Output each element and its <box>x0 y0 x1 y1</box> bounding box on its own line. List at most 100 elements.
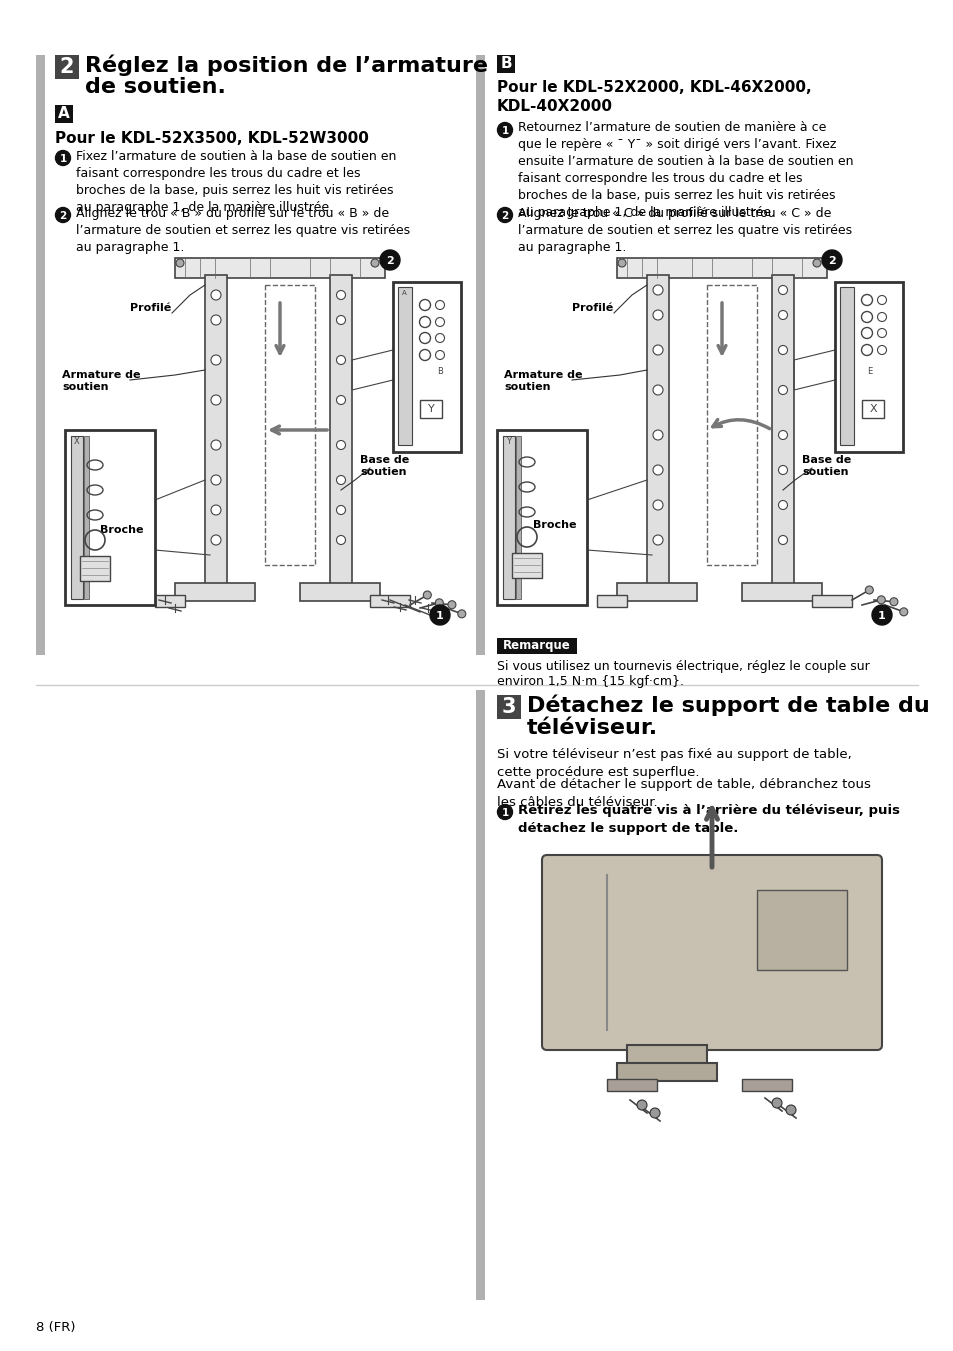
Circle shape <box>652 385 662 394</box>
Bar <box>174 584 254 601</box>
Bar <box>617 1063 717 1081</box>
Circle shape <box>652 500 662 509</box>
Text: KDL-40X2000: KDL-40X2000 <box>497 99 613 113</box>
Circle shape <box>778 385 786 394</box>
Circle shape <box>435 598 443 607</box>
Circle shape <box>211 315 221 326</box>
Circle shape <box>423 590 431 598</box>
Circle shape <box>211 355 221 365</box>
Text: 3: 3 <box>501 697 516 717</box>
Circle shape <box>336 355 345 365</box>
Bar <box>502 436 515 598</box>
Circle shape <box>379 250 399 270</box>
Text: Remarque: Remarque <box>502 639 570 653</box>
Circle shape <box>864 586 872 594</box>
Circle shape <box>336 535 345 544</box>
Bar <box>840 286 853 444</box>
Circle shape <box>778 311 786 319</box>
Text: de soutien.: de soutien. <box>85 77 226 97</box>
Bar <box>476 55 484 655</box>
Text: 1: 1 <box>501 126 508 136</box>
Text: Alignez le trou « C » du profilé sur le trou « C » de
l’armature de soutien et s: Alignez le trou « C » du profilé sur le … <box>517 207 851 254</box>
Text: Armature de
soutien: Armature de soutien <box>62 370 140 392</box>
Circle shape <box>652 309 662 320</box>
Circle shape <box>649 1108 659 1119</box>
Text: A: A <box>401 290 406 296</box>
Circle shape <box>652 285 662 295</box>
Text: Base de
soutien: Base de soutien <box>801 455 850 477</box>
Bar <box>617 258 826 278</box>
Bar <box>299 584 379 601</box>
Circle shape <box>336 396 345 404</box>
Text: Y: Y <box>427 404 434 413</box>
Circle shape <box>778 500 786 509</box>
Circle shape <box>652 345 662 355</box>
Bar <box>512 553 541 578</box>
Text: X: X <box>868 404 876 413</box>
Bar <box>741 584 821 601</box>
Bar <box>834 282 902 453</box>
Circle shape <box>899 608 907 616</box>
Text: B: B <box>436 367 442 377</box>
Bar <box>862 400 883 417</box>
Bar <box>71 436 83 598</box>
Circle shape <box>785 1105 795 1115</box>
Circle shape <box>336 316 345 324</box>
Circle shape <box>448 601 456 609</box>
Circle shape <box>55 208 71 223</box>
Circle shape <box>497 123 512 138</box>
Bar <box>84 436 89 598</box>
Text: 1: 1 <box>59 154 67 163</box>
Circle shape <box>371 259 378 267</box>
Bar <box>741 1079 791 1092</box>
Circle shape <box>771 1098 781 1108</box>
Text: E: E <box>866 367 872 377</box>
Text: 1: 1 <box>877 611 885 621</box>
Circle shape <box>211 505 221 515</box>
Circle shape <box>812 259 821 267</box>
Bar <box>497 55 515 73</box>
Circle shape <box>211 476 221 485</box>
Circle shape <box>211 290 221 300</box>
Circle shape <box>211 535 221 544</box>
Bar <box>65 430 154 605</box>
Text: Fixez l’armature de soutien à la base de soutien en
faisant correspondre les tro: Fixez l’armature de soutien à la base de… <box>76 150 395 213</box>
Text: 2: 2 <box>827 255 835 266</box>
Bar <box>55 105 73 123</box>
Text: Pour le KDL-52X3500, KDL-52W3000: Pour le KDL-52X3500, KDL-52W3000 <box>55 131 369 146</box>
Circle shape <box>652 465 662 476</box>
Circle shape <box>889 597 897 605</box>
Bar <box>36 55 45 655</box>
Bar <box>419 400 441 417</box>
Bar <box>205 276 227 585</box>
Circle shape <box>497 208 512 223</box>
Circle shape <box>652 430 662 440</box>
Bar <box>497 430 586 605</box>
Text: 2: 2 <box>59 211 67 222</box>
Circle shape <box>877 596 884 604</box>
Bar <box>330 276 352 585</box>
Circle shape <box>778 431 786 439</box>
Text: téléviseur.: téléviseur. <box>526 717 658 738</box>
Text: Y: Y <box>506 436 511 446</box>
Text: 2: 2 <box>501 211 508 222</box>
Circle shape <box>211 440 221 450</box>
Bar <box>626 1046 706 1065</box>
Text: 1: 1 <box>501 808 508 817</box>
Circle shape <box>430 605 450 626</box>
Text: Retournez l’armature de soutien de manière à ce
que le repère « ¯ Y¯ » soit diri: Retournez l’armature de soutien de maniè… <box>517 122 853 219</box>
Text: A: A <box>58 107 70 122</box>
Bar <box>154 594 185 607</box>
Text: X: X <box>74 436 80 446</box>
Circle shape <box>55 150 71 166</box>
Text: Alignez le trou « B » du profilé sur le trou « B » de
l’armature de soutien et s: Alignez le trou « B » du profilé sur le … <box>76 207 410 254</box>
Text: Pour le KDL-52X2000, KDL-46X2000,: Pour le KDL-52X2000, KDL-46X2000, <box>497 80 811 95</box>
Circle shape <box>652 535 662 544</box>
Bar <box>397 286 412 444</box>
Circle shape <box>618 259 625 267</box>
Text: 1: 1 <box>436 611 443 621</box>
Circle shape <box>871 605 891 626</box>
Circle shape <box>336 290 345 300</box>
Circle shape <box>336 505 345 515</box>
Circle shape <box>175 259 184 267</box>
